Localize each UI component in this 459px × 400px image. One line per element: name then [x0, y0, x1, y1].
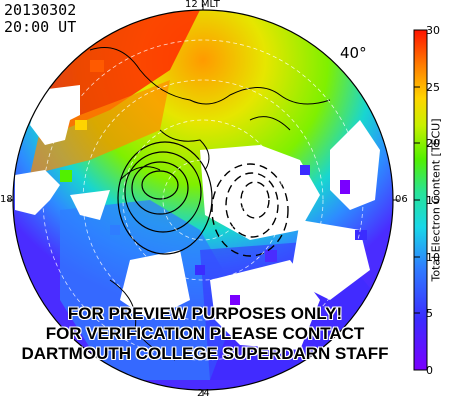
mlt-label-12: 12 MLT — [185, 0, 220, 10]
colorbar-tick: 20 — [426, 137, 440, 150]
colorbar-ticks — [414, 29, 420, 371]
colorbar-tick: 30 — [426, 24, 440, 37]
time-label: 20:00 UT — [4, 18, 77, 36]
coastlines — [89, 47, 331, 361]
convection-contours-dusk — [117, 141, 213, 255]
mlt-label-18: 18 — [0, 194, 13, 205]
latitude-label: 40° — [340, 44, 367, 62]
colorbar-tick: 0 — [426, 364, 433, 377]
colorbar-tick: 5 — [426, 307, 433, 320]
watermark-line-3: DARTMOUTH COLLEGE SUPERDARN STAFF — [21, 344, 389, 363]
date-label: 20130302 — [4, 1, 77, 19]
colorbar-title: Total Electron Content [TECU] — [429, 118, 443, 282]
mlt-label-24: 24 — [197, 388, 210, 399]
colorbar-tick: 10 — [426, 251, 440, 264]
colorbar-tick: 25 — [426, 81, 440, 94]
mlt-label-06: 06 — [395, 194, 408, 205]
convection-contours-dawn — [211, 163, 289, 257]
watermark-line-2: FOR VERIFICATION PLEASE CONTACT — [45, 324, 365, 343]
latitude-grid — [42, 39, 364, 361]
colorbar-tick: 15 — [426, 194, 440, 207]
watermark-line-1: FOR PREVIEW PURPOSES ONLY! — [67, 304, 343, 323]
mlt-ticks — [7, 4, 399, 396]
data-gaps — [15, 85, 380, 350]
data-pixels — [60, 60, 367, 305]
